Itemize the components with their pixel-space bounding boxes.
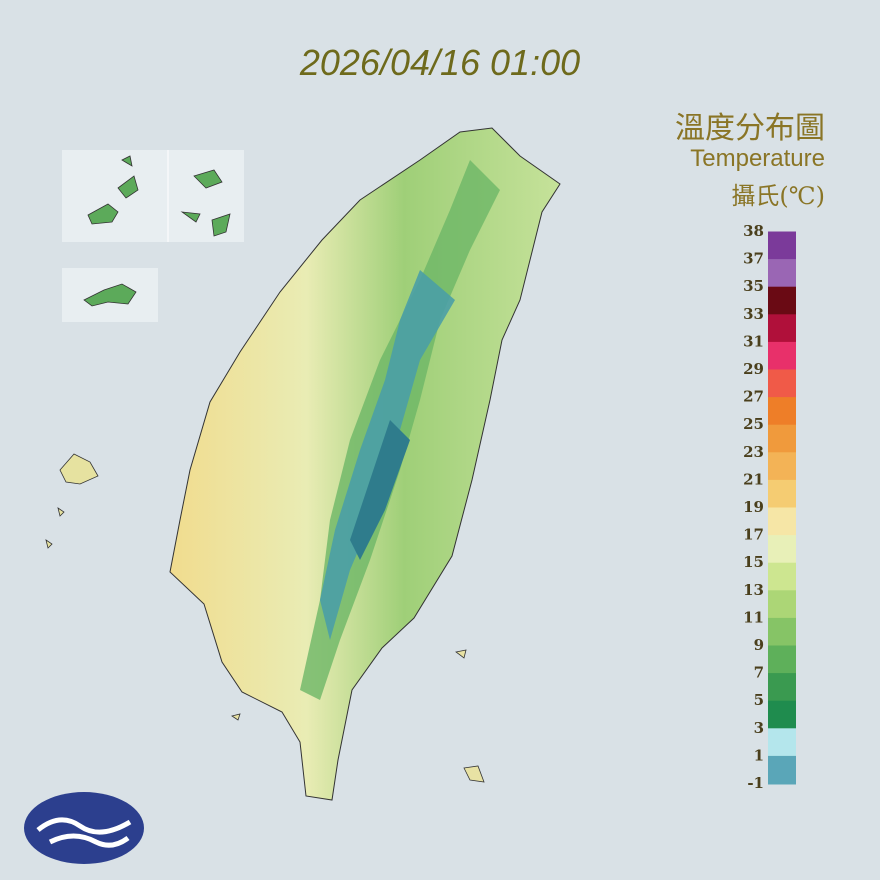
legend-label: -1 <box>747 774 764 792</box>
legend-label: 15 <box>743 553 764 571</box>
range-peak <box>350 420 410 560</box>
islets <box>180 169 231 237</box>
legend-swatch <box>768 645 796 675</box>
legend-label: 37 <box>743 250 764 268</box>
penghu <box>45 453 99 549</box>
legend-unit: 攝氏(℃) <box>731 182 825 210</box>
kinmen <box>83 283 137 307</box>
datetime: 2026/04/16 01:00 <box>299 42 580 83</box>
logo <box>24 792 144 864</box>
legend-label: 35 <box>743 277 764 295</box>
legend-label: 5 <box>754 691 764 709</box>
legend-label: 11 <box>743 608 764 626</box>
legend-swatch <box>768 479 796 509</box>
legend-label: 25 <box>743 415 764 433</box>
legend-swatch <box>768 590 796 619</box>
legend-swatch <box>768 424 796 454</box>
legend-swatch <box>768 452 796 481</box>
legend-swatch <box>768 507 796 537</box>
legend-label: 38 <box>743 222 764 240</box>
legend-label: 29 <box>743 360 764 378</box>
legend-label: 31 <box>743 332 764 350</box>
insets <box>62 150 244 322</box>
legend-swatch <box>768 341 796 371</box>
legend-label: 19 <box>743 498 764 516</box>
legend-swatch <box>768 617 796 647</box>
legend-swatch <box>768 535 796 564</box>
legend-swatch <box>768 397 796 426</box>
legend-label: 21 <box>743 470 764 488</box>
legend-swatch <box>768 231 796 261</box>
legend-swatch <box>768 369 796 399</box>
matsu <box>87 155 139 225</box>
small-islands <box>231 649 485 783</box>
legend-swatch <box>768 728 796 757</box>
legend-swatch <box>768 755 796 785</box>
legend-label: 13 <box>743 581 764 599</box>
legend-label: 23 <box>743 443 764 461</box>
legend-label: 3 <box>754 719 764 737</box>
legend-label: 7 <box>754 664 764 682</box>
legend-label: 33 <box>743 305 764 323</box>
legend-swatch <box>768 314 796 343</box>
legend-label: 1 <box>754 746 764 764</box>
legend-swatch <box>768 562 796 592</box>
legend-label: 9 <box>754 636 764 654</box>
legend-swatch <box>768 259 796 288</box>
legend-label: 17 <box>743 526 764 544</box>
legend-subtitle: Temperature <box>690 145 825 172</box>
legend-title: 溫度分布圖 <box>675 111 825 146</box>
legend-swatch <box>768 673 796 702</box>
legend-label: 27 <box>743 388 764 406</box>
legend-swatch <box>768 700 796 730</box>
logo-waves <box>36 817 132 848</box>
legend-swatch <box>768 286 796 316</box>
